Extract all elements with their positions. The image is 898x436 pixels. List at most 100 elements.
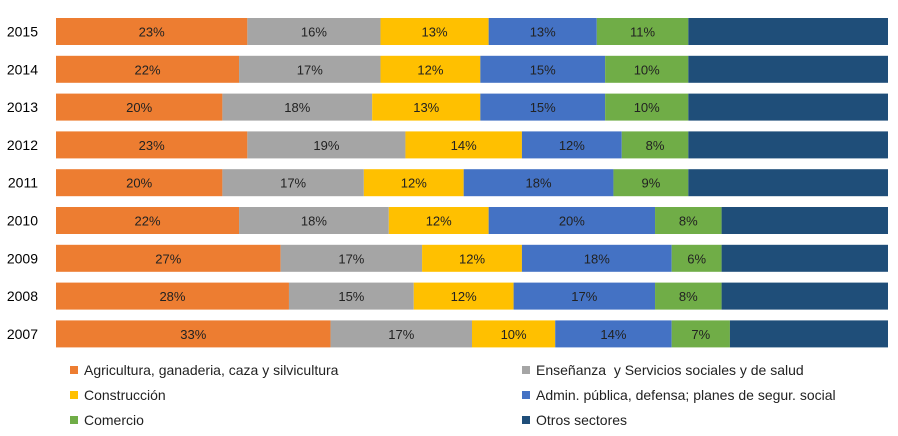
bar-segment [613,169,689,197]
data-label: 12% [401,176,427,191]
legend-label: Agricultura, ganaderia, caza y silvicult… [84,362,339,378]
data-label: 19% [313,138,339,153]
bar-segment [56,55,240,83]
legend-swatch [522,391,530,399]
bar-segment [721,244,888,272]
data-label: 14% [600,327,626,342]
data-label: 16% [301,25,327,40]
y-tick-label: 2010 [7,213,38,229]
bar-segment [472,320,556,348]
data-label: 28% [159,289,185,304]
bar-segment [688,55,888,83]
y-tick-label: 2013 [7,99,38,115]
data-label: 18% [284,100,310,115]
y-tick-label: 2008 [7,288,38,304]
bar-segment [521,131,622,159]
bar-segment [480,93,606,121]
data-label: 23% [139,138,165,153]
data-label: 33% [180,327,206,342]
bar-segment [280,244,423,272]
bar-segment [596,18,689,45]
data-label: 15% [530,100,556,115]
legend-label: Enseñanza y Servicios sociales y de salu… [536,362,804,378]
data-label: 22% [135,62,161,77]
bar-segment [247,131,406,159]
data-label: 13% [530,25,556,40]
data-label: 27% [155,251,181,266]
data-label: 10% [634,100,660,115]
bar-segment [480,55,606,83]
bar-segment [488,18,597,45]
y-tick-label: 2014 [7,61,38,77]
data-label: 17% [388,327,414,342]
bar-segment [330,320,472,348]
legend-swatch [522,416,530,424]
bar-segment [380,18,489,45]
data-label: 23% [139,25,165,40]
legend-swatch [522,366,530,374]
bar-segment [671,244,722,272]
legend-label: Otros sectores [536,412,627,428]
bar-segment [413,282,514,310]
bars: 23% 16% 13% 13% 11% 22% 17% 12% 15% 10% 20% 18% 13% 1… [56,18,888,348]
bar-segment [56,244,281,272]
data-label: 17% [571,289,597,304]
data-label: 17% [297,62,323,77]
bar-segment [56,207,240,234]
data-label: 12% [417,62,443,77]
bar-segment [56,320,331,348]
bar-segment [56,282,289,310]
bar-segment [688,93,888,121]
data-label: 12% [559,138,585,153]
legend-label: Construcción [84,387,166,403]
data-label: 18% [526,176,552,191]
bar-segment [422,244,522,272]
data-label: 20% [559,214,585,229]
data-label: 8% [679,214,698,229]
bar-segment [488,207,656,234]
legend-swatch [70,366,78,374]
data-label: 15% [338,289,364,304]
data-label: 6% [687,251,706,266]
data-label: 13% [413,100,439,115]
bar-segment [605,55,689,83]
bar-segment [721,207,888,234]
bar-segment [513,282,656,310]
bar-segment [555,320,672,348]
legend: Agricultura, ganaderia, caza y silvicult… [70,362,836,428]
bar-segment [688,131,888,159]
data-label: 14% [451,138,477,153]
data-label: 12% [451,289,477,304]
bar-segment [521,244,672,272]
bar-segment [655,207,722,234]
legend-swatch [70,416,78,424]
bar-segment [56,131,248,159]
bar-segment [388,207,489,234]
bar-segment [405,131,522,159]
data-label: 13% [422,25,448,40]
bar-segment [239,207,389,234]
bar-segment [363,169,464,197]
bar-segment [288,282,414,310]
bar-segment [380,55,481,83]
bar-segment [56,93,223,121]
bar-segment [688,18,888,45]
bar-segment [56,18,248,45]
y-tick-label: 2009 [7,250,38,266]
bar-segment [688,169,888,197]
data-label: 20% [126,100,152,115]
data-label: 15% [530,62,556,77]
data-label: 18% [584,251,610,266]
bar-segment [372,93,481,121]
y-tick-label: 2011 [8,175,38,191]
bar-segment [56,169,223,197]
data-label: 8% [646,138,665,153]
bar-segment [247,18,381,45]
data-label: 10% [634,62,660,77]
data-label: 11% [630,25,655,40]
y-tick-label: 2007 [7,326,38,342]
bar-segment [222,93,373,121]
data-label: 12% [459,251,485,266]
y-tick-label: 2012 [7,137,38,153]
